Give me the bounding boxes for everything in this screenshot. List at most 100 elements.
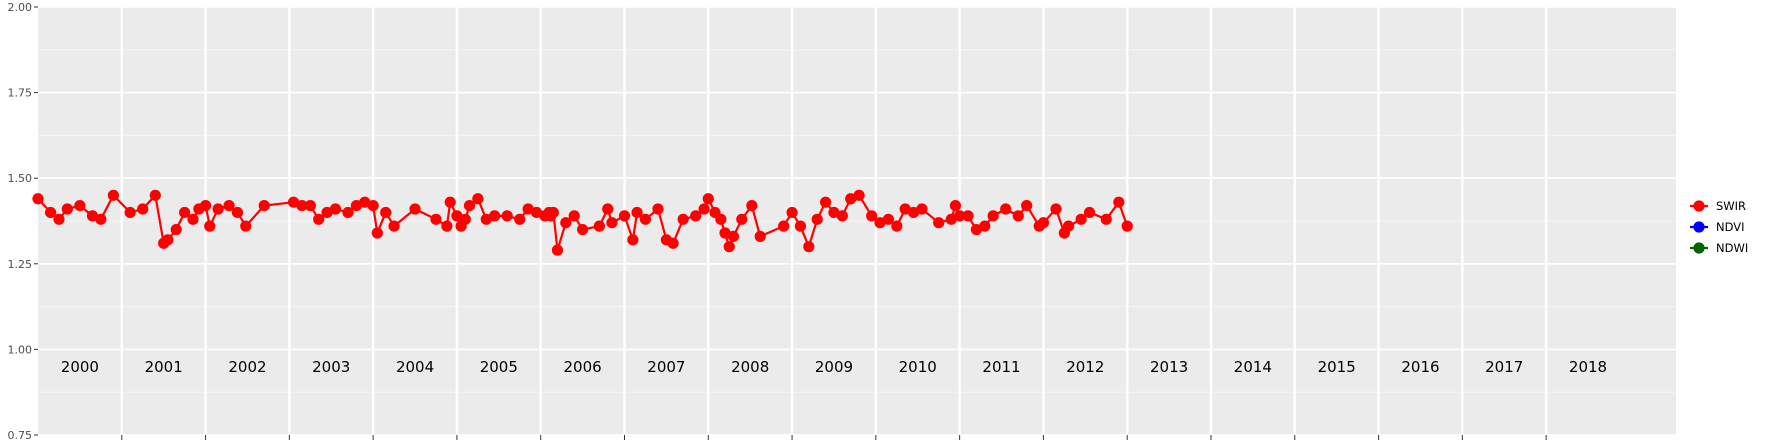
data-point <box>199 199 212 212</box>
data-point <box>907 206 920 219</box>
data-point <box>560 217 572 229</box>
data-point <box>441 220 453 232</box>
data-point <box>342 206 354 219</box>
data-point <box>568 210 580 222</box>
data-point <box>794 220 807 232</box>
data-point <box>916 203 928 215</box>
data-point <box>44 206 57 219</box>
data-point <box>1021 199 1033 212</box>
data-point <box>736 213 748 225</box>
y-tick-label: 1.25 <box>8 258 33 271</box>
year-label: 2007 <box>647 358 685 376</box>
data-point <box>1062 220 1075 232</box>
year-label: 2011 <box>982 358 1020 376</box>
y-tick-label: 1.75 <box>8 87 33 100</box>
data-point <box>170 223 182 236</box>
data-point <box>1121 220 1133 232</box>
year-label: 2017 <box>1485 358 1523 376</box>
data-point <box>811 213 823 225</box>
data-point <box>746 199 758 212</box>
data-point <box>778 220 790 232</box>
data-point <box>359 196 371 208</box>
data-point <box>86 210 99 222</box>
data-point <box>95 213 107 225</box>
data-point <box>107 189 120 201</box>
data-point <box>409 203 421 215</box>
data-point <box>593 220 605 232</box>
data-point <box>723 241 735 253</box>
year-label: 2015 <box>1318 358 1356 376</box>
data-point <box>786 206 798 219</box>
data-point <box>882 213 895 225</box>
data-point <box>137 203 149 215</box>
year-label: 2002 <box>228 358 266 376</box>
year-label: 2013 <box>1150 358 1188 376</box>
year-label: 2003 <box>312 358 350 376</box>
data-point <box>187 213 199 225</box>
data-point <box>949 199 962 212</box>
data-point <box>451 210 463 222</box>
data-point <box>891 220 903 232</box>
legend-label: NDWI <box>1716 241 1748 255</box>
data-point <box>602 203 614 215</box>
year-label: 2014 <box>1234 358 1272 376</box>
year-label: 2010 <box>899 358 937 376</box>
year-label: 2005 <box>480 358 518 376</box>
data-point <box>240 220 252 232</box>
data-point <box>1000 203 1012 215</box>
minor-gridlines <box>38 49 1676 393</box>
data-point <box>627 234 639 246</box>
data-point <box>124 206 136 219</box>
series-swir <box>32 189 1133 256</box>
data-point <box>727 230 740 243</box>
legend: SWIR NDVI NDWI <box>1690 199 1748 255</box>
year-labels: 2000 2001 2002 2003 2004 2005 2006 2007 2008 2009… <box>61 358 1607 376</box>
year-separators <box>120 7 1548 440</box>
data-point <box>819 196 832 208</box>
data-point <box>367 199 379 212</box>
legend-key-point <box>1693 200 1705 212</box>
legend-label: NDVI <box>1716 220 1745 234</box>
data-point <box>530 206 543 219</box>
data-point <box>371 227 383 239</box>
data-point <box>899 203 911 215</box>
data-point <box>1083 206 1096 219</box>
data-point <box>577 223 589 236</box>
data-point <box>329 203 342 215</box>
data-point <box>388 220 400 232</box>
data-point <box>652 203 664 215</box>
year-label: 2001 <box>145 358 183 376</box>
data-point <box>223 199 235 212</box>
data-point <box>74 199 86 212</box>
data-point <box>639 213 652 225</box>
data-point <box>1113 196 1125 208</box>
data-point <box>212 203 224 215</box>
legend-label: SWIR <box>1716 199 1746 213</box>
data-point <box>258 199 270 212</box>
legend-key-point <box>1693 242 1705 254</box>
year-label: 2004 <box>396 358 434 376</box>
data-point <box>962 210 974 222</box>
data-point <box>380 206 392 219</box>
data-point <box>606 217 618 229</box>
data-point <box>304 199 316 212</box>
data-point <box>698 203 710 215</box>
data-point <box>1050 203 1062 215</box>
data-point <box>287 196 300 208</box>
data-point <box>501 210 513 222</box>
major-gridlines <box>38 6 1676 436</box>
data-point <box>321 206 333 219</box>
data-point <box>845 193 857 205</box>
data-point <box>677 213 689 225</box>
data-point <box>618 210 631 222</box>
data-point <box>489 210 501 222</box>
data-point <box>1100 213 1112 225</box>
data-point <box>1012 210 1024 222</box>
data-point <box>149 189 161 201</box>
y-tick-label: 1.50 <box>8 172 33 185</box>
year-label: 2000 <box>61 358 99 376</box>
data-point <box>715 213 727 225</box>
data-point <box>866 210 878 222</box>
y-axis: 0.75 1.00 1.25 1.50 1.75 2.00 <box>8 1 38 442</box>
